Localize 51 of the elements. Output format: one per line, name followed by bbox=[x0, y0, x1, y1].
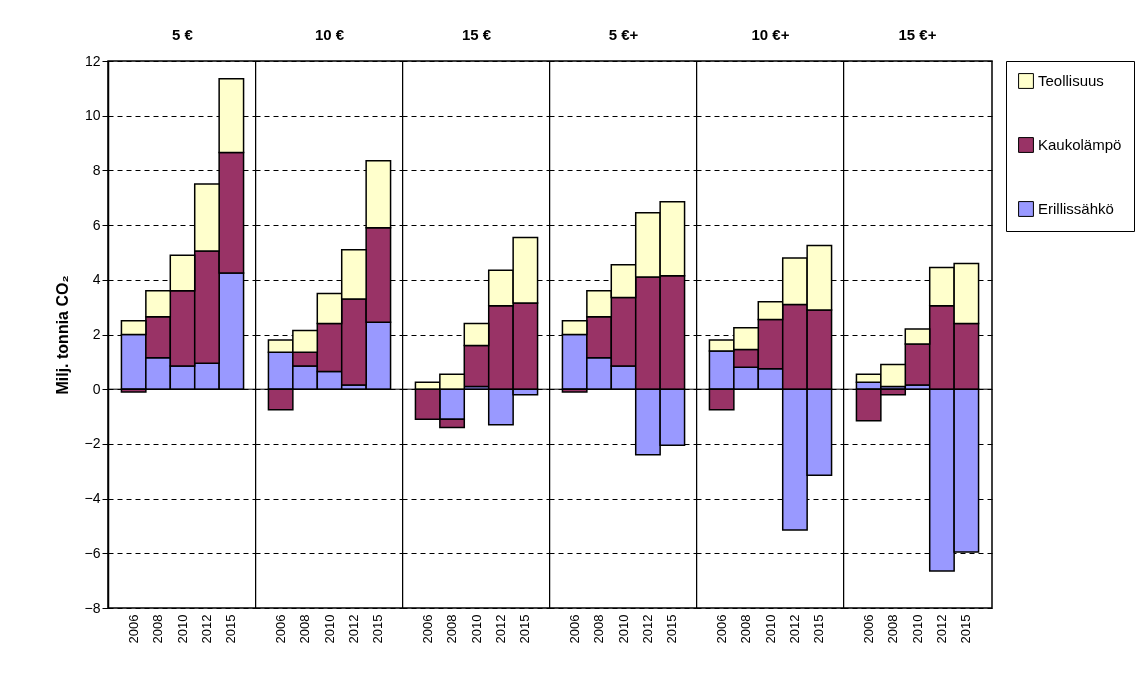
x-tick-label: 2012 bbox=[933, 614, 949, 644]
y-tick-label: −8 bbox=[84, 599, 101, 616]
x-tick-label: 2012 bbox=[786, 614, 802, 644]
y-tick-label: 4 bbox=[92, 271, 101, 288]
x-tick-label: 2015 bbox=[811, 614, 827, 644]
y-tick-label: 10 bbox=[84, 107, 101, 124]
x-tick-label: 2008 bbox=[297, 614, 313, 644]
legend-label: Teollisuus bbox=[1038, 72, 1104, 89]
y-tick-label: −6 bbox=[84, 544, 101, 561]
chart-title: 10 €+ bbox=[751, 26, 790, 43]
x-tick-label: 2015 bbox=[517, 614, 533, 644]
x-tick-label: 2006 bbox=[419, 614, 435, 644]
chart-title: 15 €+ bbox=[898, 25, 937, 43]
x-tick-label: 2008 bbox=[591, 614, 607, 644]
chart-title: 5 € bbox=[172, 26, 194, 43]
x-tick-label: 2010 bbox=[321, 614, 337, 644]
x-tick-label: 2012 bbox=[198, 614, 214, 644]
chart-title: 5 €+ bbox=[608, 26, 639, 43]
x-tick-label: 2010 bbox=[762, 614, 778, 644]
x-tick-label: 2010 bbox=[468, 614, 484, 644]
y-axis-title: Milj. tonnia CO₂ bbox=[53, 275, 71, 395]
y-tick-label: 0 bbox=[92, 380, 101, 397]
y-tick-label: 12 bbox=[84, 52, 101, 69]
x-tick-label: 2010 bbox=[909, 614, 925, 644]
y-tick-label: −4 bbox=[84, 490, 101, 507]
x-tick-label: 2010 bbox=[174, 614, 190, 644]
x-tick-label: 2006 bbox=[860, 614, 876, 644]
x-tick-label: 2015 bbox=[664, 614, 680, 644]
x-tick-label: 2008 bbox=[738, 614, 754, 644]
x-tick-label: 2006 bbox=[566, 614, 582, 644]
x-tick-label: 2015 bbox=[370, 614, 386, 644]
chart-title: 15 € bbox=[461, 26, 492, 43]
x-tick-label: 2006 bbox=[272, 614, 288, 644]
x-tick-label: 2012 bbox=[492, 614, 508, 644]
y-tick-label: 8 bbox=[92, 161, 101, 178]
x-tick-label: 2006 bbox=[125, 614, 141, 644]
x-tick-label: 2012 bbox=[345, 614, 361, 644]
y-tick-label: −2 bbox=[84, 435, 101, 452]
chart-title: 10 € bbox=[314, 26, 345, 43]
x-tick-label: 2006 bbox=[713, 614, 729, 644]
y-tick-label: 6 bbox=[92, 216, 101, 233]
x-tick-label: 2015 bbox=[958, 614, 974, 644]
x-tick-label: 2008 bbox=[885, 614, 901, 644]
x-tick-label: 2010 bbox=[615, 614, 631, 644]
x-tick-label: 2012 bbox=[639, 614, 655, 644]
x-tick-label: 2008 bbox=[150, 614, 166, 644]
legend-label: Erillissähkö bbox=[1038, 200, 1114, 217]
y-tick-label: 2 bbox=[92, 326, 101, 342]
x-tick-label: 2008 bbox=[444, 614, 460, 644]
x-tick-label: 2015 bbox=[223, 614, 239, 644]
legend-label: Kaukolämpö bbox=[1038, 136, 1122, 153]
